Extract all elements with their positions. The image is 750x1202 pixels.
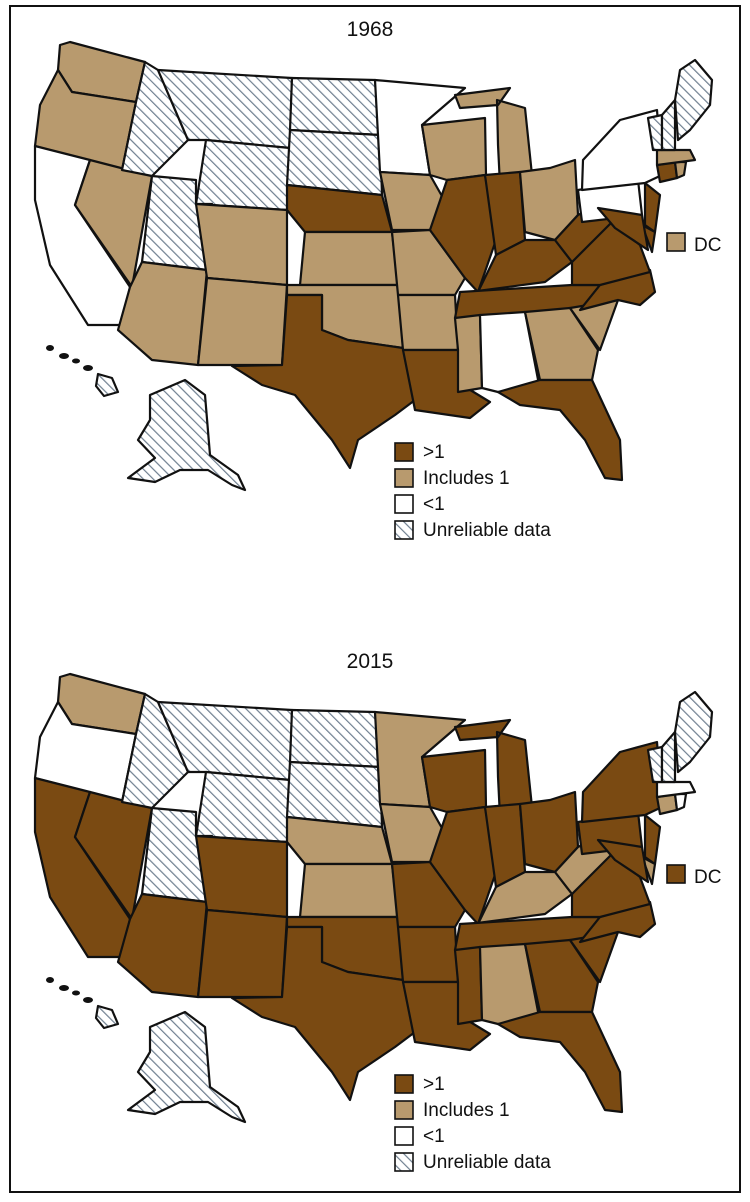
hi-big-island xyxy=(94,372,120,398)
state-mo[interactable] xyxy=(390,860,467,929)
state-ga[interactable] xyxy=(523,938,600,1014)
state-nd[interactable] xyxy=(288,708,382,769)
legend-swatch xyxy=(394,1152,414,1172)
state-ma[interactable] xyxy=(655,148,697,167)
legend-item-gt1: >1 xyxy=(394,442,445,463)
state-fl[interactable] xyxy=(496,378,624,482)
state-ar[interactable] xyxy=(396,293,460,352)
legend-swatch xyxy=(394,520,414,540)
state-wy[interactable] xyxy=(194,138,292,212)
dc-label: DC xyxy=(694,867,721,888)
state-hi[interactable] xyxy=(46,345,120,398)
legend: >1 Includes 1 <1 Unreliable data xyxy=(394,442,551,541)
legend-item-unreliable: Unreliable data xyxy=(394,1152,551,1173)
legend-label: >1 xyxy=(423,1074,445,1095)
hi-island xyxy=(83,997,93,1003)
legend-swatch xyxy=(394,1100,414,1120)
state-wi[interactable] xyxy=(420,116,488,182)
state-tx[interactable] xyxy=(230,293,417,470)
legend-swatch xyxy=(394,468,414,488)
legend-item-unreliable: Unreliable data xyxy=(394,520,551,541)
state-ks[interactable] xyxy=(298,862,400,919)
state-co[interactable] xyxy=(194,202,289,287)
hi-island xyxy=(46,345,54,351)
hi-island xyxy=(72,990,80,996)
state-ms[interactable] xyxy=(453,945,484,1026)
legend-label: Unreliable data xyxy=(423,1152,551,1173)
state-wi[interactable] xyxy=(420,748,488,814)
state-me[interactable] xyxy=(673,690,714,774)
states-layer xyxy=(33,672,714,1124)
state-nm[interactable] xyxy=(196,908,289,999)
dc-indicator: DC xyxy=(666,864,721,888)
legend-item-lt1: <1 xyxy=(394,1126,445,1147)
legend-swatch xyxy=(394,1074,414,1094)
legend-label: Unreliable data xyxy=(423,520,551,541)
state-ri[interactable] xyxy=(673,792,688,812)
state-ma[interactable] xyxy=(655,780,697,799)
dc-swatch xyxy=(666,232,686,252)
hi-island xyxy=(72,358,80,364)
state-wy[interactable] xyxy=(194,770,292,844)
hi-island xyxy=(46,977,54,983)
state-fl[interactable] xyxy=(496,1010,624,1114)
state-ga[interactable] xyxy=(523,306,600,382)
legend-label: >1 xyxy=(423,442,445,463)
dc-label: DC xyxy=(694,235,721,256)
state-mo[interactable] xyxy=(390,228,467,297)
state-sd[interactable] xyxy=(285,128,384,197)
map-panel-2015: 2015 DC >1 Includes 1 <1 Unreliable data xyxy=(33,650,721,1173)
map-title: 2015 xyxy=(347,650,394,673)
hi-island xyxy=(83,365,93,371)
state-sd[interactable] xyxy=(285,760,384,829)
state-nh[interactable] xyxy=(660,98,677,152)
legend-swatch xyxy=(394,494,414,514)
legend-label: Includes 1 xyxy=(423,1100,510,1121)
state-ar[interactable] xyxy=(396,925,460,984)
state-ms[interactable] xyxy=(453,313,484,394)
dc-swatch xyxy=(666,864,686,884)
legend-item-includes1: Includes 1 xyxy=(394,468,510,489)
dc-indicator: DC xyxy=(666,232,721,256)
state-hi[interactable] xyxy=(46,977,120,1030)
state-ak[interactable] xyxy=(126,1010,247,1124)
state-nh[interactable] xyxy=(660,730,677,784)
state-nd[interactable] xyxy=(288,76,382,137)
state-me[interactable] xyxy=(673,58,714,142)
map-title: 1968 xyxy=(347,18,394,41)
legend-item-includes1: Includes 1 xyxy=(394,1100,510,1121)
legend: >1 Includes 1 <1 Unreliable data xyxy=(394,1074,551,1173)
state-ak[interactable] xyxy=(126,378,247,492)
hi-big-island xyxy=(94,1004,120,1030)
map-panel-1968: 1968 DC >1 Includes 1 <1 Unreliable data xyxy=(33,18,721,541)
state-ri[interactable] xyxy=(673,160,688,180)
state-co[interactable] xyxy=(194,834,289,919)
legend-label: <1 xyxy=(423,494,445,515)
legend-item-gt1: >1 xyxy=(394,1074,445,1095)
states-layer xyxy=(33,40,714,492)
legend-swatch xyxy=(394,1126,414,1146)
state-ks[interactable] xyxy=(298,230,400,287)
state-md[interactable] xyxy=(596,838,650,884)
state-md[interactable] xyxy=(596,206,650,252)
legend-label: Includes 1 xyxy=(423,468,510,489)
state-nm[interactable] xyxy=(196,276,289,367)
legend-item-lt1: <1 xyxy=(394,494,445,515)
legend-label: <1 xyxy=(423,1126,445,1147)
state-tx[interactable] xyxy=(230,925,417,1102)
hi-island xyxy=(59,985,69,991)
hi-island xyxy=(59,353,69,359)
legend-swatch xyxy=(394,442,414,462)
